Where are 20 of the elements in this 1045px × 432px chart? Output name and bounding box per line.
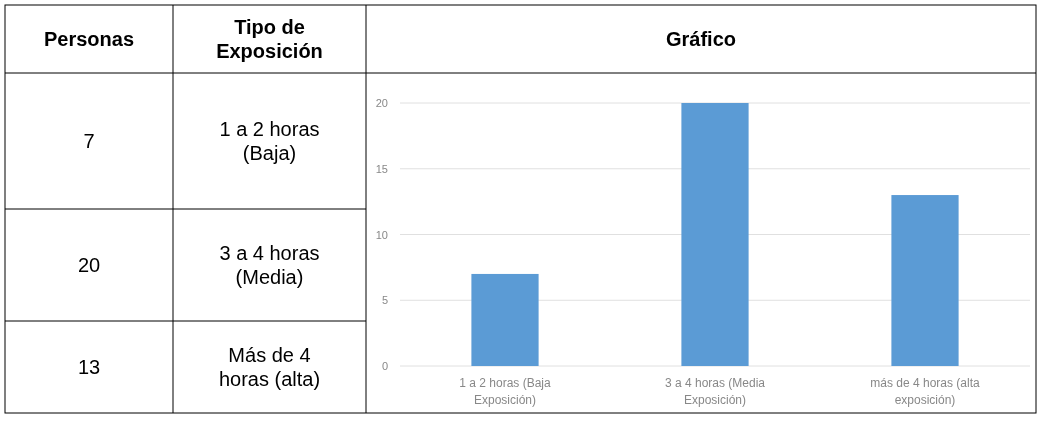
x-tick-label: más de 4 horas (alta exposición)	[870, 375, 981, 407]
text: Tipo de Exposición	[216, 16, 323, 62]
bar	[891, 195, 959, 366]
text: 7	[83, 130, 95, 152]
text: 13	[77, 356, 101, 378]
x-tick-label: 3 a 4 horas (Media Exposición)	[664, 375, 766, 407]
text: Más de 4 horas (alta)	[218, 344, 321, 390]
chart-title: Gráfico	[665, 28, 737, 50]
y-tick-label: 10	[375, 228, 388, 241]
y-tick-label: 20	[375, 97, 388, 110]
bar	[471, 273, 539, 366]
text: 20	[77, 254, 101, 276]
y-tick-label: 15	[375, 162, 388, 175]
y-tick-label: 0	[381, 360, 388, 373]
text: Personas	[43, 28, 135, 50]
text: 1 a 2 horas (Baja)	[219, 118, 320, 164]
bar	[681, 103, 749, 366]
x-tick-label: 1 a 2 horas (Baja Exposición)	[459, 375, 552, 407]
y-tick-label: 5	[381, 294, 388, 307]
text: 3 a 4 horas (Media)	[219, 242, 320, 288]
